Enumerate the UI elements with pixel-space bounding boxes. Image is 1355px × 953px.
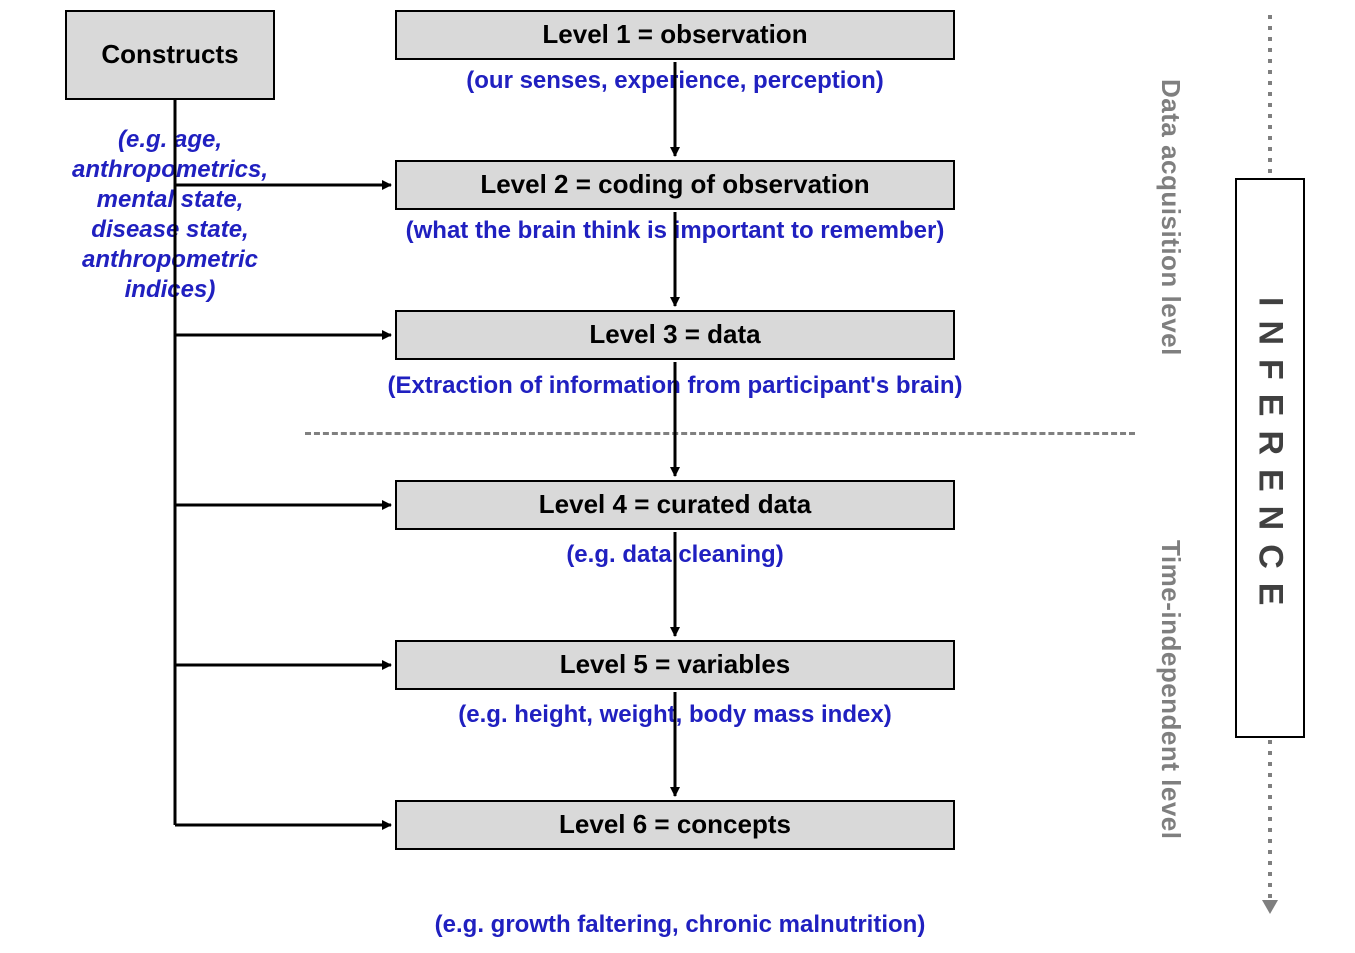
node-label: Level 4 = curated data — [539, 490, 811, 520]
label-time-independent: Time-independent level — [1155, 455, 1186, 925]
constructs-box: Constructs — [65, 10, 275, 100]
node-level-6: Level 6 = concepts — [395, 800, 955, 850]
inference-box: INFERENCE — [1235, 178, 1305, 738]
constructs-examples: (e.g. age, anthropometrics, mental state… — [40, 125, 300, 305]
inference-label: INFERENCE — [1251, 297, 1290, 619]
node-level-5: Level 5 = variables — [395, 640, 955, 690]
annotation-level-6: (e.g. growth faltering, chronic malnutri… — [330, 910, 1030, 940]
node-label: Level 6 = concepts — [559, 810, 791, 840]
label-data-acquisition: Data acquisition level — [1155, 20, 1186, 415]
node-label: Level 3 = data — [589, 320, 760, 350]
node-label: Level 1 = observation — [542, 20, 807, 50]
node-label: Level 2 = coding of observation — [480, 170, 869, 200]
node-level-3: Level 3 = data — [395, 310, 955, 360]
node-label: Level 5 = variables — [560, 650, 791, 680]
annotation-level-2: (what the brain think is important to re… — [395, 216, 955, 246]
constructs-title: Constructs — [101, 39, 238, 70]
annotation-level-3: (Extraction of information from particip… — [320, 371, 1030, 401]
node-level-4: Level 4 = curated data — [395, 480, 955, 530]
annotation-level-5: (e.g. height, weight, body mass index) — [395, 700, 955, 730]
flowchart-root: Level 1 = observation (our senses, exper… — [0, 0, 1355, 953]
annotation-level-4: (e.g. data cleaning) — [395, 540, 955, 570]
node-level-1: Level 1 = observation — [395, 10, 955, 60]
section-divider — [305, 432, 1135, 435]
annotation-level-1: (our senses, experience, perception) — [395, 66, 955, 96]
node-level-2: Level 2 = coding of observation — [395, 160, 955, 210]
